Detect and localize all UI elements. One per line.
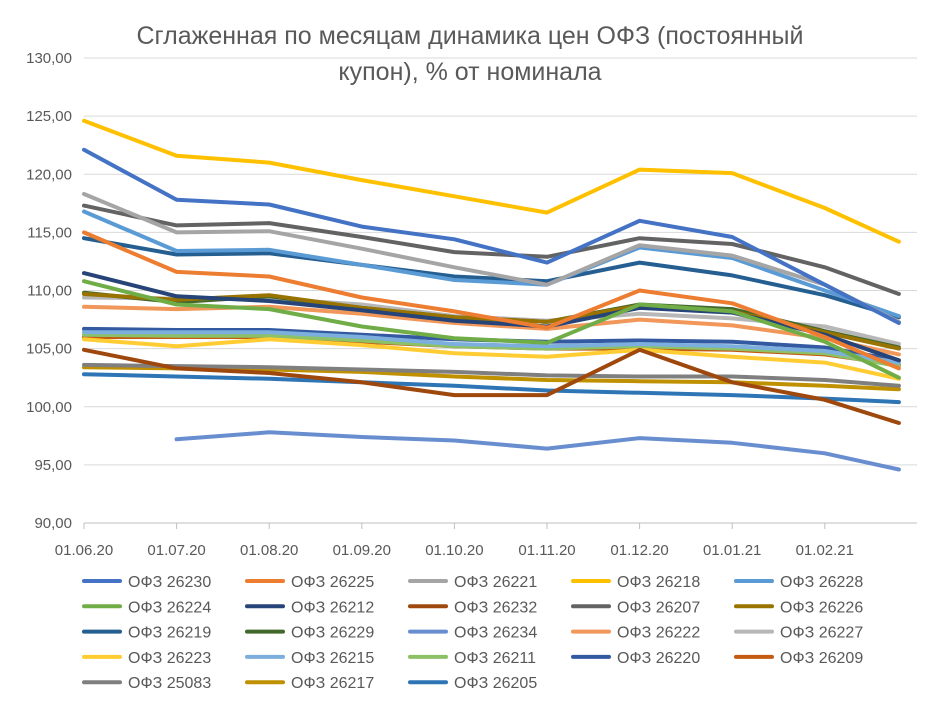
legend-label: ОФЗ 26221 [454,574,537,591]
chart-title-line-2: купон), % от номинала [338,58,601,86]
axes: 130,00 125,00 120,00 115,00 110,00 105,00 100,… [26,50,917,559]
legend-label: ОФЗ 26222 [617,625,700,642]
legend-label: ОФЗ 26227 [780,625,863,642]
legend-item: ОФЗ 26219 [82,625,211,642]
y-tick-label: 125,00 [26,108,72,125]
legend-item: ОФЗ 26220 [571,650,700,667]
legend-item: ОФЗ 26207 [571,599,700,616]
legend-item: ОФЗ 26228 [734,574,863,591]
x-tick-label: 01.10.20 [425,542,483,559]
legend-label: ОФЗ 26230 [128,574,211,591]
series-line-ОФЗ-26224 [82,279,901,380]
legend-item: ОФЗ 26211 [408,650,536,667]
series-line-ОФЗ-26205 [82,372,901,405]
legend-label: ОФЗ 26219 [128,625,211,642]
legend-label: ОФЗ 26205 [454,675,537,692]
legend-item: ОФЗ 26222 [571,625,700,642]
series-line-ОФЗ-26219 [82,236,901,320]
y-tick-label: 100,00 [26,399,72,416]
legend-label: ОФЗ 26229 [291,625,374,642]
y-tick-label: 115,00 [27,224,72,241]
legend-label: ОФЗ 26220 [617,650,700,667]
legend-label: ОФЗ 25083 [128,675,211,692]
series-line-ОФЗ-26221 [82,192,901,324]
series-line-ОФЗ-26215 [82,330,901,365]
legend-label: ОФЗ 26211 [454,650,536,667]
legend-label: ОФЗ 26226 [780,599,863,616]
legend-label: ОФЗ 26232 [454,599,537,616]
legend: ОФЗ 26230 ОФЗ 26225 ОФЗ 26221 ОФЗ 26218 ОФЗ … [82,574,863,692]
series-line-ОФЗ-26234 [174,430,901,472]
legend-label: ОФЗ 26225 [291,574,374,591]
x-tick-label: 01.08.20 [240,542,298,559]
legend-item: ОФЗ 26223 [82,650,211,667]
legend-item: ОФЗ 26212 [245,599,374,616]
x-tick-label: 01.09.20 [333,542,391,559]
y-tick-label: 120,00 [26,166,72,183]
legend-item: ОФЗ 25083 [82,675,211,692]
legend-item: ОФЗ 26226 [734,599,863,616]
series-line-ОФЗ-26218 [82,118,901,244]
series-line-ОФЗ-26212 [82,271,901,363]
legend-label: ОФЗ 26224 [128,599,211,616]
legend-item: ОФЗ 26221 [408,574,537,591]
legend-item: ОФЗ 26227 [734,625,863,642]
series-line-ОФЗ-26223 [82,337,901,381]
x-tick-label: 01.11.20 [518,542,575,559]
legend-label: ОФЗ 26212 [291,599,374,616]
legend-item: ОФЗ 26215 [245,650,374,667]
legend-item: ОФЗ 26209 [734,650,863,667]
legend-item: ОФЗ 26232 [408,599,537,616]
y-tick-label: 90,00 [34,515,72,532]
series-lines [82,118,901,472]
y-tick-label: 110,00 [27,283,72,300]
y-tick-label: 95,00 [34,457,72,474]
legend-item: ОФЗ 26218 [571,574,700,591]
legend-item: ОФЗ 26205 [408,675,537,692]
series-line-ОФЗ-25083 [82,362,901,388]
x-tick-label: 01.06.20 [55,542,113,559]
legend-item: ОФЗ 26229 [245,625,374,642]
legend-item: ОФЗ 26217 [245,675,374,692]
series-line-ОФЗ-26232 [82,347,901,425]
y-tick-label: 130,00 [26,50,72,67]
series-line-ОФЗ-26225 [82,230,901,371]
legend-label: ОФЗ 26207 [617,599,700,616]
legend-label: ОФЗ 26218 [617,574,700,591]
legend-item: ОФЗ 26230 [82,574,211,591]
legend-item: ОФЗ 26225 [245,574,374,591]
series-line-ОФЗ-26211 [82,332,901,369]
x-tick-label: 01.07.20 [147,542,205,559]
series-line-ОФЗ-26207 [82,203,901,296]
series-line-ОФЗ-26228 [82,209,901,319]
legend-label: ОФЗ 26217 [291,675,374,692]
legend-item: ОФЗ 26234 [408,625,537,642]
legend-label: ОФЗ 26223 [128,650,211,667]
legend-label: ОФЗ 26234 [454,625,537,642]
legend-item: ОФЗ 26224 [82,599,211,616]
legend-label: ОФЗ 26228 [780,574,863,591]
x-tick-label: 01.12.20 [610,542,668,559]
legend-label: ОФЗ 26209 [780,650,863,667]
y-tick-label: 105,00 [26,341,72,358]
series-line-ОФЗ-26230 [82,147,901,325]
legend-label: ОФЗ 26215 [291,650,374,667]
chart-title-line-1: Сглаженная по месяцам динамика цен ОФЗ (… [137,22,804,50]
x-tick-label: 01.02.21 [796,542,854,559]
x-tick-label: 01.01.21 [703,542,761,559]
